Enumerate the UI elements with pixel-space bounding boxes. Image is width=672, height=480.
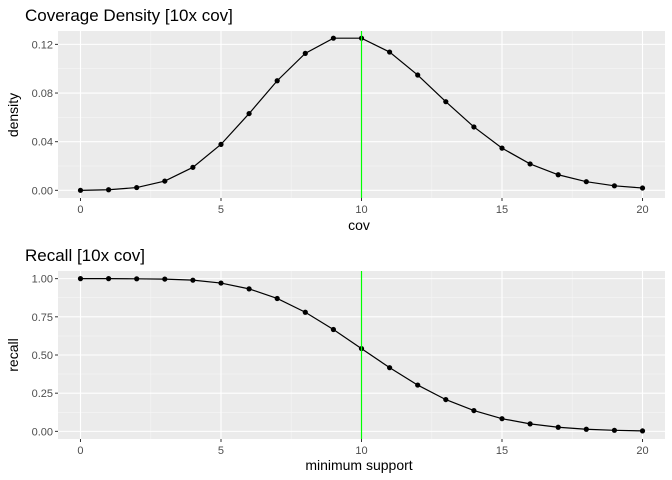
recall-y-tick-label: 0.50 xyxy=(32,350,53,362)
density-y-tick-label: 0.12 xyxy=(32,39,53,51)
density-y-tick-label: 0.08 xyxy=(32,88,53,100)
density-data-point xyxy=(218,141,224,147)
density-x-tick-label: 20 xyxy=(636,204,648,216)
density-data-point xyxy=(330,35,336,41)
recall-y-tick-label: 1.00 xyxy=(32,274,53,286)
density-data-point xyxy=(77,187,84,193)
recall-y-tick-label: 0.00 xyxy=(32,426,53,438)
recall-data-point xyxy=(77,276,84,282)
recall-data-point xyxy=(218,280,224,286)
density-chart: 0 5 10 15 20 0.00 0.04 0.08 0.12 Coverage Densit… xyxy=(5,6,665,233)
density-data-point xyxy=(471,124,477,130)
density-y-axis-title: density xyxy=(5,93,21,137)
density-plot-area: 0 5 10 15 20 0.00 0.04 0.08 0.12 xyxy=(32,31,665,216)
density-data-point xyxy=(527,161,533,167)
density-data-point xyxy=(134,184,140,191)
density-data-point xyxy=(499,145,505,151)
density-data-point xyxy=(611,183,618,189)
recall-x-axis-title: minimum support xyxy=(305,457,412,473)
density-data-point xyxy=(246,110,252,117)
recall-y-tick-label: 0.75 xyxy=(32,312,53,324)
recall-data-point xyxy=(555,424,561,430)
recall-y-axis-title: recall xyxy=(5,338,21,371)
recall-data-point xyxy=(639,428,646,434)
density-data-point xyxy=(555,172,561,178)
recall-data-point xyxy=(471,407,477,414)
density-data-point xyxy=(639,185,646,191)
recall-chart-title: Recall [10x cov] xyxy=(25,246,145,265)
recall-data-point xyxy=(134,276,140,282)
density-x-axis-title: cov xyxy=(348,217,370,233)
recall-x-tick-label: 20 xyxy=(636,445,648,457)
density-data-point xyxy=(162,178,168,184)
recall-x-tick-label: 5 xyxy=(218,445,224,457)
density-data-point xyxy=(387,49,393,55)
density-chart-title: Coverage Density [10x cov] xyxy=(25,6,233,25)
density-y-tick-label: 0.04 xyxy=(32,137,53,149)
density-x-tick-label: 5 xyxy=(218,204,224,216)
recall-data-point xyxy=(499,416,505,422)
recall-data-point xyxy=(274,295,280,302)
density-data-point xyxy=(190,164,196,170)
density-data-point xyxy=(302,50,308,56)
density-x-tick-label: 15 xyxy=(496,204,508,216)
recall-chart: 0 5 10 15 20 0.00 0.25 0.50 0.75 1.00 Recall [10x… xyxy=(5,246,665,473)
density-data-point xyxy=(583,179,589,185)
recall-data-point xyxy=(527,421,533,427)
recall-x-tick-label: 10 xyxy=(355,445,367,457)
density-x-tick-label: 10 xyxy=(355,204,367,216)
recall-y-tick-label: 0.25 xyxy=(32,388,53,400)
recall-data-point xyxy=(246,286,252,292)
recall-data-point xyxy=(105,276,112,282)
density-data-point xyxy=(443,99,449,105)
recall-data-point xyxy=(415,382,421,388)
recall-plot-area: 0 5 10 15 20 0.00 0.25 0.50 0.75 1.00 xyxy=(32,271,665,457)
recall-data-point xyxy=(583,426,589,432)
recall-x-tick-label: 0 xyxy=(77,445,83,457)
density-data-point xyxy=(105,187,112,193)
recall-data-point xyxy=(302,309,308,315)
density-data-point xyxy=(415,72,421,78)
recall-x-tick-label: 15 xyxy=(496,445,508,457)
density-x-tick-label: 0 xyxy=(77,204,83,216)
recall-data-point xyxy=(162,276,168,282)
recall-data-point xyxy=(190,277,196,283)
recall-data-point xyxy=(330,326,336,333)
density-data-point xyxy=(274,78,280,84)
recall-data-point xyxy=(611,427,618,433)
recall-data-point xyxy=(443,396,449,403)
recall-data-point xyxy=(387,365,393,371)
density-y-tick-label: 0.00 xyxy=(32,185,53,197)
